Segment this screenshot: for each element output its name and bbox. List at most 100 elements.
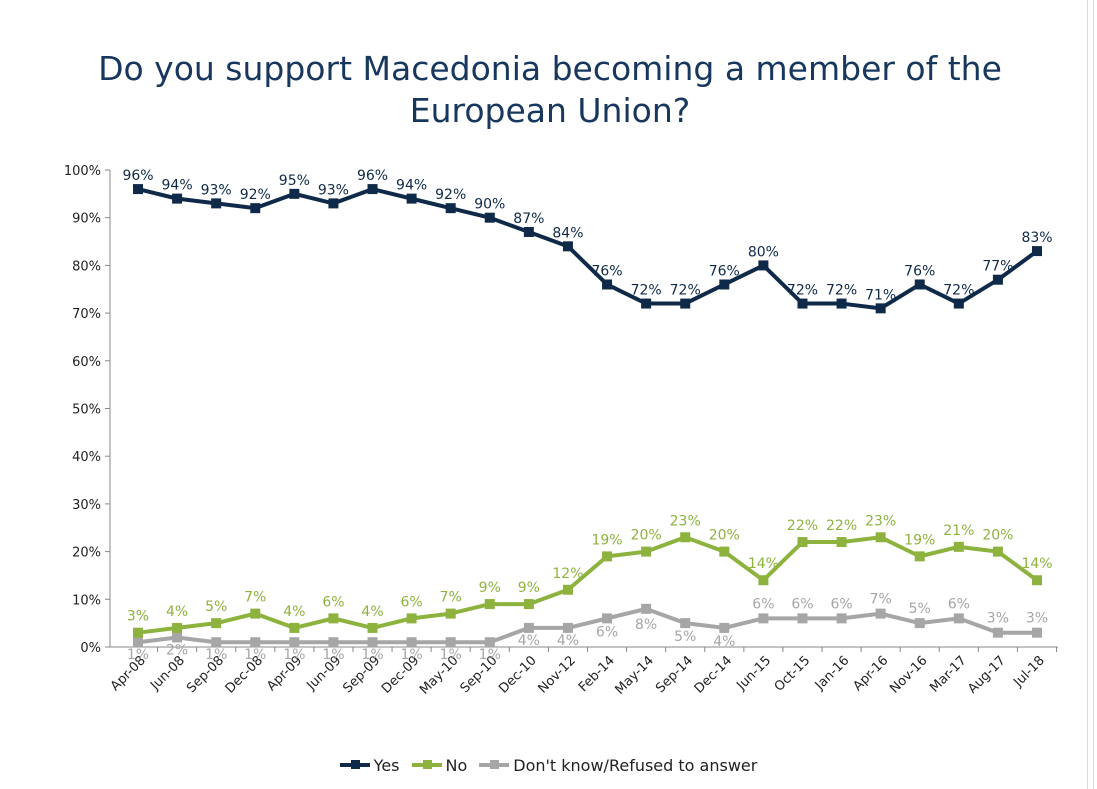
data-point (172, 632, 183, 643)
data-label: 5% (909, 601, 931, 617)
y-tick-label: 100% (64, 164, 101, 179)
legend-marker (350, 760, 360, 769)
data-point (562, 584, 573, 595)
data-label: 6% (322, 594, 344, 610)
data-label: 6% (791, 596, 813, 612)
data-label: 6% (400, 594, 422, 610)
y-tick-label: 80% (72, 259, 101, 274)
frame-line (1093, 0, 1094, 789)
legend-swatch (339, 760, 370, 769)
data-point (641, 298, 652, 309)
data-label: 19% (591, 532, 622, 548)
data-label: 7% (870, 592, 892, 608)
data-point (758, 260, 769, 271)
data-point (172, 622, 183, 633)
data-point (133, 627, 143, 638)
data-point (250, 608, 261, 619)
series-line-0 (137, 187, 1039, 311)
data-point (1032, 627, 1042, 638)
data-label: 80% (748, 244, 779, 260)
data-label: 1% (127, 647, 149, 663)
data-label: 6% (596, 624, 618, 640)
data-point (680, 618, 691, 629)
data-point (406, 613, 417, 624)
data-point (953, 613, 964, 624)
data-point (445, 203, 456, 214)
data-point (914, 618, 925, 629)
data-point (1032, 575, 1042, 586)
data-point (211, 618, 222, 629)
y-tick-label: 60% (72, 355, 101, 370)
y-tick-label: 70% (72, 307, 101, 322)
data-point (602, 279, 613, 290)
data-label: 19% (904, 532, 935, 548)
data-label: 8% (635, 617, 657, 633)
data-label: 77% (982, 259, 1013, 275)
data-label: 20% (631, 528, 662, 544)
data-label: 2% (166, 642, 188, 658)
chart-data-labels: 96% 94% 93% 92% 95% 93% 96% 94% 92% 90% 87% 84% 76% 7… (122, 168, 1052, 663)
data-point (992, 274, 1003, 285)
data-point (484, 637, 495, 648)
data-point (719, 622, 730, 633)
chart-title-line1: Do you support Macedonia becoming a memb… (98, 49, 1002, 88)
data-label: 3% (987, 611, 1009, 627)
data-label: 93% (201, 182, 232, 198)
data-point (289, 622, 300, 633)
data-point (602, 613, 613, 624)
data-point (914, 551, 925, 562)
legend-marker (490, 760, 500, 769)
legend-item: Don't know/Refused to answer (479, 756, 757, 775)
data-label: 95% (279, 173, 310, 189)
data-label: 9% (479, 580, 501, 596)
x-tick-label: Nov-16 (887, 653, 930, 696)
data-label: 3% (127, 609, 149, 625)
data-point (328, 637, 339, 648)
y-tick-label: 20% (72, 546, 101, 561)
x-tick-label: Sep-14 (653, 653, 696, 696)
data-label: 1% (479, 647, 501, 663)
data-point (914, 279, 925, 290)
data-label: 1% (322, 647, 344, 663)
data-point (367, 637, 378, 648)
data-point (328, 613, 339, 624)
data-label: 14% (1021, 556, 1052, 572)
data-point (602, 551, 613, 562)
x-tick-label: Aug-17 (965, 653, 1009, 697)
data-point (289, 637, 300, 648)
x-tick-label: Dec-10 (496, 653, 539, 696)
legend-swatch (479, 760, 510, 769)
data-label: 1% (400, 647, 422, 663)
data-label: 92% (240, 187, 271, 203)
x-tick-label: Jul-18 (1010, 653, 1047, 690)
data-point (641, 603, 652, 614)
data-point (992, 546, 1003, 557)
data-label: 23% (865, 513, 896, 529)
data-point (641, 546, 652, 557)
data-point (445, 608, 456, 619)
data-label: 5% (674, 629, 696, 645)
data-point (836, 613, 847, 624)
x-tick-label: Nov-12 (535, 653, 578, 696)
x-tick-label: Jun-08 (147, 653, 188, 694)
data-point (992, 627, 1003, 638)
data-point (289, 188, 300, 199)
data-label: 14% (748, 556, 779, 572)
data-point (250, 637, 261, 648)
data-label: 4% (361, 604, 383, 620)
data-label: 4% (166, 604, 188, 620)
data-point (406, 637, 417, 648)
chart-title-line2: European Union? (409, 91, 691, 130)
data-label: 22% (826, 518, 857, 534)
legend-label: Don't know/Refused to answer (513, 755, 758, 775)
data-point (758, 575, 769, 586)
data-point (523, 599, 534, 610)
data-point (680, 298, 691, 309)
chart-legend: Yes No Don't know/Refused to answer (0, 752, 1097, 775)
data-label: 1% (205, 647, 227, 663)
data-point (875, 608, 886, 619)
data-point (523, 227, 534, 238)
series-line-2 (137, 606, 1037, 645)
data-point (484, 599, 495, 610)
data-label: 1% (440, 647, 462, 663)
